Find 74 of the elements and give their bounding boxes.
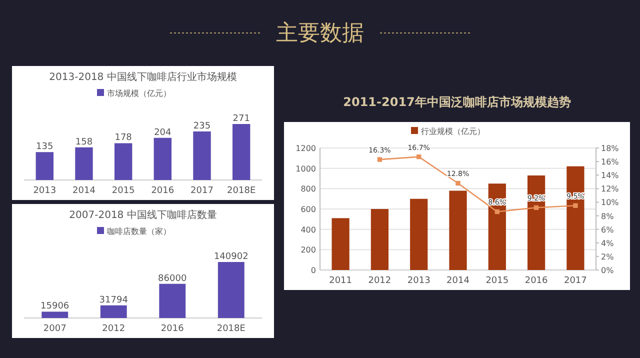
chart-title: 2011-2017年中国泛咖啡店市场规模趋势 <box>343 95 571 109</box>
y-tick-label: 600 <box>300 205 316 214</box>
y-tick-label: 400 <box>300 225 316 234</box>
x-tick-label: 2012 <box>102 324 126 334</box>
y-tick-label: 1200 <box>296 144 316 153</box>
bar <box>42 312 68 318</box>
x-tick-label: 2013 <box>407 276 430 286</box>
x-tick-label: 2007 <box>43 324 66 334</box>
y-tick-label: 1000 <box>296 164 316 174</box>
legend-label: 咖啡店数量（家） <box>107 227 171 236</box>
x-tick-label: 2016 <box>524 276 548 286</box>
x-tick-label: 2015 <box>486 276 509 286</box>
data-label: 235 <box>193 121 211 132</box>
x-tick-label: 2018E <box>227 186 256 196</box>
text: 主要数据 <box>276 21 364 46</box>
x-tick-label: 2017 <box>564 276 587 286</box>
bar <box>232 124 250 180</box>
bar <box>114 143 132 180</box>
data-label: 140902 <box>214 252 248 262</box>
y-tick-label: 0 <box>310 266 316 275</box>
y-tick-label: 800 <box>300 184 316 194</box>
y-tick-label: 200 <box>300 246 316 255</box>
legend-label: 行业规模（亿元） <box>421 127 485 136</box>
chart-title: 2007-2018 中国线下咖啡店数量 <box>69 209 217 221</box>
bar <box>527 175 546 270</box>
bar <box>193 131 211 180</box>
data-label: 204 <box>154 128 172 138</box>
bar <box>75 147 93 180</box>
x-tick-label: 2012 <box>368 276 392 286</box>
bar <box>154 138 172 180</box>
y2-tick-label: 6% <box>601 225 614 234</box>
y2-tick-label: 8% <box>601 212 614 221</box>
y2-tick-label: 4% <box>601 238 614 248</box>
y2-tick-label: 18% <box>601 144 620 153</box>
point <box>416 154 422 160</box>
point <box>456 180 460 186</box>
y2-tick-label: 12% <box>601 184 620 194</box>
data-label: 86000 <box>158 274 187 284</box>
point <box>377 157 382 162</box>
bar <box>488 184 506 270</box>
x-tick-label: 2014 <box>72 186 96 196</box>
bar <box>332 218 350 270</box>
bar <box>410 198 428 270</box>
bar <box>36 152 54 180</box>
data-label: 31794 <box>99 295 128 306</box>
bar <box>449 190 467 270</box>
data-label: 135 <box>36 142 54 152</box>
x-tick-label: 2018E <box>216 324 246 334</box>
data-label: 178 <box>114 133 132 144</box>
y2-tick-label: 0% <box>601 266 614 275</box>
bar <box>159 284 186 318</box>
data-label: 15906 <box>40 302 70 312</box>
x-tick-label: 2015 <box>112 186 135 196</box>
bar <box>370 209 389 270</box>
legend-label: 市场规模（亿元） <box>107 89 171 98</box>
bar <box>218 262 244 318</box>
bar <box>100 305 127 318</box>
point <box>573 203 578 208</box>
bar <box>566 166 584 270</box>
y2-tick-label: 10% <box>601 198 620 208</box>
data-label: 271 <box>232 114 250 124</box>
x-tick-label: 2016 <box>151 186 174 196</box>
x-tick-label: 2014 <box>446 276 470 286</box>
y2-tick-label: 14% <box>601 171 620 180</box>
x-tick-label: 2011 <box>329 276 352 286</box>
y2-tick-label: 2% <box>601 252 614 262</box>
x-tick-label: 2016 <box>160 324 184 334</box>
chart-title: 2013-2018 中国线下咖啡店行业市场规模 <box>49 71 237 83</box>
point <box>534 205 539 210</box>
point <box>494 209 500 214</box>
x-tick-label: 2017 <box>190 186 214 196</box>
y2-tick-label: 16% <box>601 158 620 167</box>
x-tick-label: 2013 <box>33 186 56 196</box>
data-label: 158 <box>75 137 93 148</box>
